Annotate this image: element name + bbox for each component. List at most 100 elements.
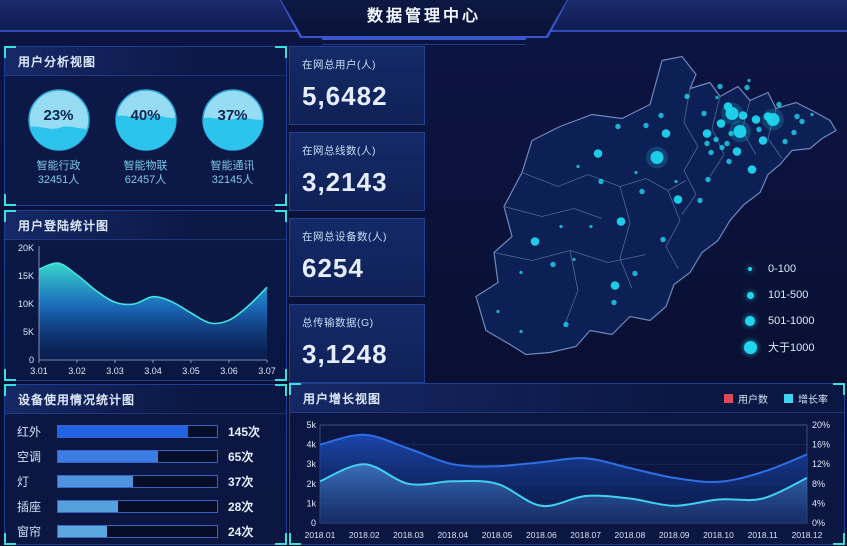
growth-x-tick: 2018.08	[615, 530, 646, 540]
corner-accent	[289, 533, 301, 545]
login-x-tick: 3.05	[182, 366, 200, 376]
map-dot	[598, 178, 604, 185]
map-dot	[810, 112, 814, 117]
map-dot	[559, 224, 563, 229]
map-legend-dot-wrap	[742, 316, 758, 326]
gauge-percent-label: 23%	[43, 107, 74, 124]
map-legend-dot-icon	[745, 316, 755, 326]
map-region: 0-100 101-500 501-1000 大于1000	[424, 44, 844, 380]
growth-legend-item[interactable]: 增长率	[784, 391, 828, 406]
map-dot	[733, 125, 747, 138]
growth-dual-axis-chart: 0 1k 2k 3k 4k 5k 0% 4% 8% 12% 16% 20% 2018.01 2018.02…	[305, 420, 830, 540]
corner-accent	[289, 383, 301, 395]
stat-label: 在网总设备数(人)	[302, 231, 387, 243]
login-x-tick: 3.01	[30, 366, 48, 376]
map-legend-item: 0-100	[742, 256, 815, 282]
corner-accent	[4, 194, 16, 206]
login-x-tick: 3.03	[106, 366, 124, 376]
map-legend-dot-icon	[748, 267, 752, 271]
login-x-tick: 3.07	[258, 366, 276, 376]
device-value-label: 24次	[228, 525, 254, 539]
gauge-circle: 40%	[114, 88, 178, 152]
liquid-gauge: 37% 智能通讯 32145人	[191, 88, 275, 187]
map-dot	[713, 136, 719, 143]
map-dot	[701, 110, 707, 117]
map-legend-dot-wrap	[742, 267, 758, 271]
growth-x-tick: 2018.11	[748, 530, 778, 540]
map-dot	[705, 176, 711, 183]
map-dot	[702, 129, 712, 138]
device-bar-track	[57, 475, 218, 488]
map-dot	[658, 112, 664, 119]
map-legend-item: 501-1000	[742, 308, 815, 334]
map-dot	[650, 151, 664, 164]
gauge-liquid-svg	[201, 89, 264, 151]
map-dot	[744, 84, 750, 91]
map-dot	[697, 197, 703, 204]
stat-label: 在网总线数(人)	[302, 145, 376, 157]
corner-accent	[275, 194, 287, 206]
stat-card: 在网总用户(人) 5,6482	[289, 46, 425, 125]
growth-legend-label: 增长率	[798, 395, 828, 406]
province-map	[475, 55, 837, 356]
map-dot	[610, 281, 620, 290]
growth-right-tick: 16%	[812, 440, 830, 450]
map-dot	[719, 144, 725, 151]
gauge-percent-label: 37%	[217, 107, 248, 124]
login-y-tick: 0	[29, 355, 34, 365]
device-label: 红外	[17, 425, 42, 439]
corner-accent	[833, 383, 845, 395]
panel-user-analysis: 用户分析视图 23% 智能行政 32451人 40% 智能物联 62457人 37% 智能通讯…	[4, 46, 287, 206]
device-bar-fill	[58, 526, 108, 537]
device-bar-row: 空调 65次	[17, 450, 270, 464]
map-dot	[716, 119, 726, 128]
gauge-circle: 37%	[201, 88, 265, 152]
stat-value: 6254	[302, 253, 364, 283]
map-dot	[715, 95, 719, 100]
gauge-percent-label: 40%	[130, 107, 161, 124]
login-y-tick: 5K	[23, 327, 34, 337]
map-size-legend: 0-100 101-500 501-1000 大于1000	[742, 256, 815, 360]
map-dot	[794, 113, 800, 120]
map-dot	[615, 123, 621, 130]
liquid-gauge: 40% 智能物联 62457人	[104, 88, 188, 187]
title-plate: 数据管理中心	[281, 0, 567, 36]
device-bar-track	[57, 500, 218, 513]
map-dot	[496, 309, 500, 314]
login-area-chart: 0 5K 10K 15K 20K 3.01 3.02 3.03 3.04 3.05 3.06 3.07	[18, 243, 276, 376]
map-legend-label: 501-1000	[768, 315, 815, 327]
map-dot	[674, 179, 678, 184]
map-legend-dot-wrap	[742, 291, 758, 299]
device-value-label: 37次	[228, 475, 254, 489]
device-bar-track	[57, 450, 218, 463]
gauge-label: 智能物联	[123, 160, 168, 172]
gauge-count-label: 32145人	[211, 174, 254, 186]
map-dot	[593, 149, 603, 158]
map-dot	[660, 236, 666, 243]
stat-value: 3,2143	[302, 167, 388, 197]
device-bar-track	[57, 425, 218, 438]
map-dot	[563, 321, 569, 328]
stats-column: 在网总用户(人) 5,6482 在网总线数(人) 3,2143 在网总设备数(人) 625…	[289, 46, 425, 390]
corner-accent	[4, 46, 16, 58]
login-x-tick: 3.04	[144, 366, 162, 376]
growth-left-tick: 0	[311, 518, 316, 528]
device-bar-row: 插座 28次	[17, 500, 270, 514]
login-y-tick: 10K	[18, 299, 34, 309]
growth-legend-item[interactable]: 用户数	[724, 391, 768, 406]
device-bar-row: 灯 37次	[17, 475, 270, 489]
growth-x-tick: 2018.06	[526, 530, 557, 540]
stat-value: 3,1248	[302, 339, 388, 369]
device-bar-fill	[58, 451, 159, 462]
liquid-gauge-group: 23% 智能行政 32451人 40% 智能物联 62457人 37% 智能通讯 32145人	[5, 76, 286, 187]
map-legend-dot-wrap	[742, 340, 758, 354]
map-dot	[758, 136, 768, 145]
device-bar-row: 窗帘 24次	[17, 525, 270, 539]
panel-device-usage: 设备使用情况统计图 红外 145次 空调 65次灯 37次 插座 28次 窗帘 24次	[4, 384, 287, 545]
growth-x-tick: 2018.04	[437, 530, 468, 540]
device-label: 灯	[17, 475, 30, 489]
liquid-gauge: 23% 智能行政 32451人	[17, 88, 101, 187]
gauge-circle: 23%	[27, 88, 91, 152]
map-dot	[738, 111, 748, 120]
device-bar-fill	[58, 501, 119, 512]
